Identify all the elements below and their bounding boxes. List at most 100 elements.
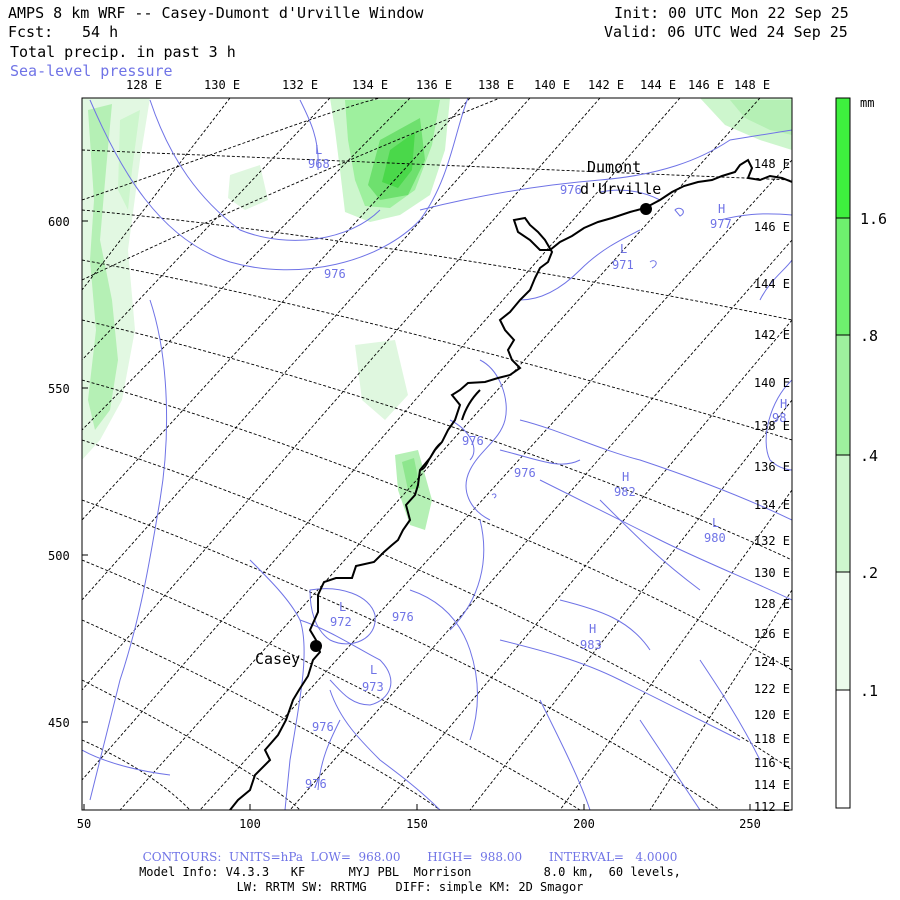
x-tick-label: 150 bbox=[406, 817, 428, 831]
place-label-casey: Casey bbox=[255, 650, 300, 668]
contour-info: CONTOURS: UNITS=hPa LOW= 968.00 HIGH= 98… bbox=[142, 850, 678, 864]
map-title: AMPS 8 km WRF -- Casey-Dumont d'Urville … bbox=[8, 4, 424, 22]
lon-label: 138 E bbox=[754, 419, 790, 433]
lon-label: 126 E bbox=[754, 627, 790, 641]
pressure-label: 976 bbox=[312, 720, 334, 734]
lon-label: 138 E bbox=[478, 78, 514, 92]
coastline bbox=[229, 158, 792, 810]
field-slp-label: Sea-level pressure bbox=[10, 62, 173, 80]
pressure-label: 976 bbox=[462, 434, 484, 448]
lon-label: 114 E bbox=[754, 778, 790, 792]
colorbar-segment bbox=[836, 98, 850, 218]
physics-info: LW: RRTM SW: RRTMG DIFF: simple KM: 2D S… bbox=[236, 880, 584, 894]
lon-label: 134 E bbox=[352, 78, 388, 92]
pressure-labels: L 968 976 976 L 971 H 977 976 976 H 982 … bbox=[305, 143, 787, 791]
lon-label: 136 E bbox=[416, 78, 452, 92]
pressure-center-type: H bbox=[622, 470, 629, 484]
forecast-label: Fcst: bbox=[8, 23, 54, 41]
lon-label: 128 E bbox=[754, 597, 790, 611]
precip-shading bbox=[82, 98, 792, 530]
colorbar: mm 1.6 .8 .4 .2 .1 bbox=[835, 96, 887, 809]
lon-label: 124 E bbox=[754, 655, 790, 669]
y-axis: 600 550 500 450 bbox=[48, 215, 88, 730]
pressure-label: 976 bbox=[560, 183, 582, 197]
lon-label: 146 E bbox=[754, 220, 790, 234]
colorbar-segment bbox=[836, 572, 850, 690]
lon-label: 128 E bbox=[126, 78, 162, 92]
colorbar-label: .1 bbox=[860, 682, 878, 700]
colorbar-segment bbox=[836, 690, 850, 808]
y-tick-label: 500 bbox=[48, 549, 70, 563]
lon-label: 112 E bbox=[754, 800, 790, 814]
lon-label: 144 E bbox=[754, 277, 790, 291]
lon-label: 142 E bbox=[754, 328, 790, 342]
graticule bbox=[82, 98, 792, 810]
pressure-label: 972 bbox=[330, 615, 352, 629]
lon-label: 130 E bbox=[754, 566, 790, 580]
x-tick-label: 250 bbox=[739, 817, 761, 831]
top-longitude-labels: 128 E 130 E 132 E 134 E 136 E 138 E 140 … bbox=[126, 78, 770, 92]
x-tick-label: 100 bbox=[239, 817, 261, 831]
valid-time: Valid: 06 UTC Wed 24 Sep 25 bbox=[604, 23, 848, 41]
pressure-center-type: H bbox=[589, 622, 596, 636]
lon-label: 132 E bbox=[282, 78, 318, 92]
pressure-label: 98 bbox=[772, 411, 786, 425]
colorbar-segment bbox=[836, 335, 850, 455]
lon-label: 116 E bbox=[754, 756, 790, 770]
y-tick-label: 550 bbox=[48, 382, 70, 396]
pressure-label: 968 bbox=[308, 157, 330, 171]
pressure-center-type: L bbox=[315, 143, 322, 157]
colorbar-segment bbox=[836, 455, 850, 572]
x-tick-label: 200 bbox=[573, 817, 595, 831]
model-info: Model Info: V4.3.3 KF MYJ PBL Morrison 8… bbox=[139, 865, 681, 879]
lon-label: 132 E bbox=[754, 534, 790, 548]
colorbar-unit: mm bbox=[860, 96, 874, 110]
lon-label: 130 E bbox=[204, 78, 240, 92]
place-label-dumont: Dumont bbox=[587, 158, 641, 176]
pressure-center-type: L bbox=[370, 663, 377, 677]
dumont-durville-station-marker bbox=[640, 203, 652, 215]
pressure-label: 982 bbox=[614, 485, 636, 499]
lon-label: 118 E bbox=[754, 732, 790, 746]
pressure-label: 976 bbox=[392, 610, 414, 624]
colorbar-label: .2 bbox=[860, 564, 878, 582]
colorbar-label: 1.6 bbox=[860, 210, 887, 228]
colorbar-segment bbox=[836, 218, 850, 335]
map-frame bbox=[81, 97, 793, 811]
lon-label: 144 E bbox=[640, 78, 676, 92]
lon-label: 134 E bbox=[754, 498, 790, 512]
pressure-label: 976 bbox=[305, 777, 327, 791]
pressure-label: 976 bbox=[324, 267, 346, 281]
pressure-label: 976 bbox=[514, 466, 536, 480]
lon-label: 140 E bbox=[754, 376, 790, 390]
lon-label: 148 E bbox=[734, 78, 770, 92]
colorbar-label: .4 bbox=[860, 447, 878, 465]
pressure-center-type: L bbox=[712, 516, 719, 530]
lon-label: 148 E bbox=[754, 157, 790, 171]
pressure-label: 980 bbox=[704, 531, 726, 545]
lon-label: 122 E bbox=[754, 682, 790, 696]
forecast-hour: 54 h bbox=[82, 23, 119, 41]
lon-label: 140 E bbox=[534, 78, 570, 92]
lon-label: 146 E bbox=[688, 78, 724, 92]
y-tick-label: 600 bbox=[48, 215, 70, 229]
x-axis: 50 100 150 200 250 bbox=[77, 804, 761, 831]
lon-label: 136 E bbox=[754, 460, 790, 474]
place-label-durville: d'Urville bbox=[580, 180, 661, 198]
colorbar-label: .8 bbox=[860, 327, 878, 345]
lon-label: 142 E bbox=[588, 78, 624, 92]
pressure-center-type: H bbox=[718, 202, 725, 216]
pressure-center-type: L bbox=[339, 600, 346, 614]
pressure-center-type: H bbox=[780, 397, 787, 411]
right-longitude-labels: 148 E 146 E 144 E 142 E 140 E 138 E 136 … bbox=[754, 157, 790, 814]
pressure-center-type: L bbox=[620, 242, 627, 256]
pressure-label: 971 bbox=[612, 258, 634, 272]
pressure-contours bbox=[82, 98, 792, 810]
field-precip-label: Total precip. in past 3 h bbox=[10, 43, 236, 61]
x-tick-label: 50 bbox=[77, 817, 91, 831]
casey-station-marker bbox=[310, 640, 322, 652]
lon-label: 120 E bbox=[754, 708, 790, 722]
pressure-label: 983 bbox=[580, 638, 602, 652]
init-time: Init: 00 UTC Mon 22 Sep 25 bbox=[614, 4, 849, 22]
